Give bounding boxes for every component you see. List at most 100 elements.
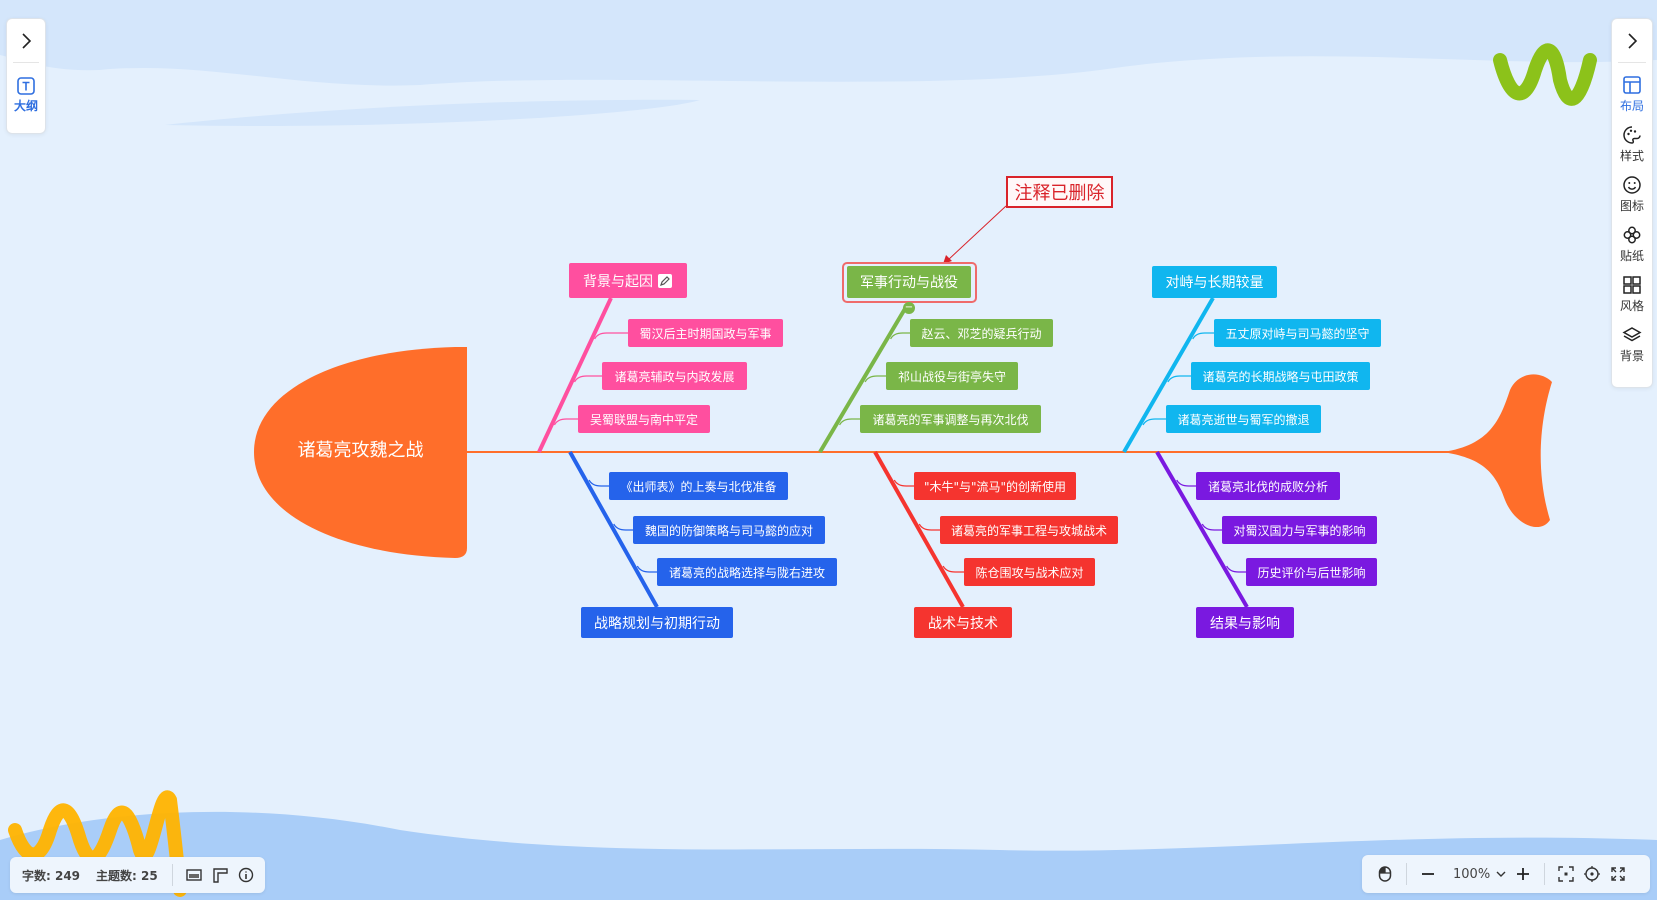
right-panel: 布局样式图标贴纸风格背景 xyxy=(1611,18,1653,388)
child-connector xyxy=(942,565,964,573)
left-panel: 大纲 xyxy=(6,18,46,134)
subtopic[interactable]: 诸葛亮北伐的成败分析 xyxy=(1196,472,1340,500)
layers-icon xyxy=(1622,327,1642,342)
panel-item-layout[interactable]: 布局 xyxy=(1612,75,1652,114)
panel-item-smile[interactable]: 图标 xyxy=(1612,175,1652,214)
branch-topic[interactable]: 战略规划与初期行动 xyxy=(581,607,733,638)
outline-label: 大纲 xyxy=(13,99,38,113)
fullscreen-button[interactable] xyxy=(1605,861,1631,887)
branch-topic[interactable]: 结果与影响 xyxy=(1196,607,1294,638)
child-connector xyxy=(838,418,860,426)
subtopic[interactable]: 赵云、邓芝的疑兵行动 xyxy=(910,319,1053,347)
subtopic[interactable]: "木牛"与"流马"的创新使用 xyxy=(914,472,1076,500)
branch-line xyxy=(1155,450,1249,609)
panel-item-label: 风格 xyxy=(1619,299,1644,313)
child-connector xyxy=(613,523,633,531)
child-connector xyxy=(553,418,578,426)
subtopic[interactable]: 诸葛亮辅政与内政发展 xyxy=(602,362,747,390)
child-connector xyxy=(636,565,657,573)
zoom-level: 100% xyxy=(1453,866,1491,882)
panel-item-label: 背景 xyxy=(1619,349,1644,363)
child-connector xyxy=(594,332,628,340)
minimap-button[interactable] xyxy=(181,862,207,888)
subtopic[interactable]: 历史评价与后世影响 xyxy=(1246,558,1377,586)
panel-item-label: 图标 xyxy=(1619,199,1644,213)
branch-line xyxy=(537,297,613,453)
branch-topic[interactable]: 军事行动与战役 xyxy=(847,266,971,298)
child-connector xyxy=(1176,479,1196,487)
child-connector xyxy=(588,479,609,487)
mouse-icon xyxy=(1378,866,1392,882)
child-connector xyxy=(918,523,940,531)
subtopic[interactable]: 诸葛亮逝世与蜀军的撤退 xyxy=(1166,405,1321,433)
plus-icon xyxy=(1517,868,1530,880)
palette-icon xyxy=(1623,126,1641,144)
text-box-icon xyxy=(17,77,35,95)
subtopic[interactable]: 蜀汉后主时期国政与军事 xyxy=(628,319,783,347)
panel-item-grid[interactable]: 风格 xyxy=(1612,275,1652,314)
child-connector xyxy=(893,479,914,487)
chevron-right-icon xyxy=(22,32,32,49)
grid-icon xyxy=(1623,276,1641,294)
panel-item-layers[interactable]: 背景 xyxy=(1612,325,1652,364)
expand-right-panel-button[interactable] xyxy=(1618,19,1646,63)
subtopic[interactable]: 陈仓围攻与战术应对 xyxy=(964,558,1095,586)
subtopic[interactable]: 对蜀汉国力与军事的影响 xyxy=(1222,516,1377,544)
subtopic[interactable]: 诸葛亮的长期战略与屯田政策 xyxy=(1191,362,1370,390)
fullscreen-icon xyxy=(1611,867,1625,881)
panel-item-palette[interactable]: 样式 xyxy=(1612,125,1652,164)
panel-item-flower[interactable]: 贴纸 xyxy=(1612,225,1652,264)
mouse-mode-button[interactable] xyxy=(1372,861,1398,887)
subtopic[interactable]: 《出师表》的上奏与北伐准备 xyxy=(609,472,788,500)
subtopic[interactable]: 五丈原对峙与司马懿的坚守 xyxy=(1214,319,1381,347)
subtopic[interactable]: 魏国的防御策略与司马懿的应对 xyxy=(633,516,825,544)
chevron-down-icon xyxy=(1496,871,1506,877)
locate-center-button[interactable] xyxy=(1579,861,1605,887)
subtopic[interactable]: 诸葛亮的战略选择与陇右进攻 xyxy=(657,558,837,586)
child-connector xyxy=(864,375,886,383)
panel-item-label: 布局 xyxy=(1619,99,1644,113)
ruler-icon xyxy=(213,868,228,883)
fish-head xyxy=(254,347,467,558)
branch-title: 战略规划与初期行动 xyxy=(594,615,720,632)
outline-button[interactable]: 大纲 xyxy=(7,77,45,114)
word-count: 字数: 249 xyxy=(22,868,81,883)
status-bar: 字数: 249 主题数: 25 xyxy=(10,857,265,893)
branch-title: 对峙与长期较量 xyxy=(1165,275,1264,291)
root-topic[interactable]: 诸葛亮攻魏之战 xyxy=(297,440,424,461)
fit-canvas-button[interactable] xyxy=(1553,861,1579,887)
branch-topic[interactable]: 战术与技术 xyxy=(914,607,1012,638)
subtopic[interactable]: 诸葛亮的军事调整与再次北伐 xyxy=(860,405,1041,433)
collapse-button[interactable]: − xyxy=(903,302,915,314)
zoom-bar: 100% xyxy=(1362,855,1650,893)
child-connector xyxy=(1201,523,1222,531)
branch-line xyxy=(568,451,659,608)
branch-line xyxy=(818,300,911,454)
info-button[interactable] xyxy=(233,862,259,888)
subtopic[interactable]: 祁山战役与街亭失守 xyxy=(886,362,1018,390)
ruler-button[interactable] xyxy=(207,862,233,888)
branch-title: 结果与影响 xyxy=(1210,615,1280,632)
topic-count: 主题数: 25 xyxy=(96,868,158,883)
minus-icon xyxy=(1422,873,1434,875)
annotation-box[interactable]: 注释已删除 xyxy=(1006,176,1113,208)
zoom-in-button[interactable] xyxy=(1510,861,1536,887)
branch-title: 背景与起因 xyxy=(583,273,653,290)
subtopic[interactable]: 诸葛亮的军事工程与攻城战术 xyxy=(940,516,1118,544)
chevron-right-icon xyxy=(1628,32,1638,49)
subtopic[interactable]: 吴蜀联盟与南中平定 xyxy=(578,405,710,433)
branch-line xyxy=(873,451,965,608)
expand-left-panel-button[interactable] xyxy=(13,19,39,63)
note-edit-icon[interactable] xyxy=(653,273,673,289)
fish-tail xyxy=(1443,374,1552,528)
branch-topic[interactable]: 背景与起因 xyxy=(569,263,687,298)
zoom-level-select[interactable]: 100% xyxy=(1453,867,1506,882)
branch-title: 战术与技术 xyxy=(928,615,998,632)
zoom-out-button[interactable] xyxy=(1415,861,1441,887)
child-connector xyxy=(1226,565,1246,573)
child-connector xyxy=(890,332,910,340)
layout-icon xyxy=(1623,76,1641,94)
branch-topic[interactable]: 对峙与长期较量 xyxy=(1152,266,1277,298)
smile-icon xyxy=(1623,176,1641,194)
